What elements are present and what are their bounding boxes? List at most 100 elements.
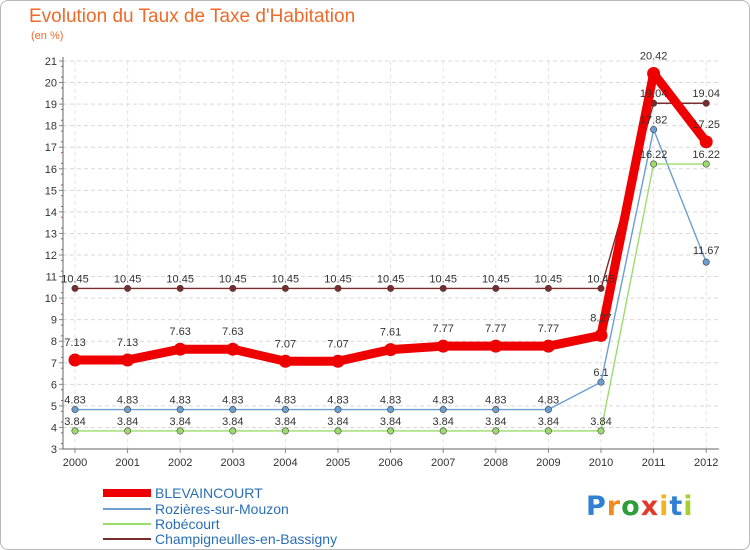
- data-label: 19.04: [640, 88, 668, 100]
- data-label: 10.45: [482, 273, 510, 285]
- data-point: [334, 427, 342, 435]
- x-tick-label: 2011: [642, 457, 666, 469]
- x-tick-label: 2002: [168, 457, 192, 469]
- data-label: 3.84: [275, 416, 296, 428]
- data-label: 7.77: [538, 323, 559, 335]
- data-label: 17.82: [640, 115, 668, 127]
- data-label: 7.13: [64, 337, 85, 349]
- data-point: [71, 284, 79, 292]
- data-point: [702, 258, 710, 266]
- y-tick-label: 10: [45, 293, 57, 305]
- data-label: 4.83: [117, 395, 138, 407]
- y-tick-label: 8: [51, 336, 57, 348]
- data-label: 7.63: [169, 326, 190, 338]
- data-point: [124, 406, 132, 414]
- data-label: 17.25: [692, 119, 720, 131]
- proxiti-logo: Proxiti: [586, 491, 694, 522]
- data-label: 19.04: [692, 88, 720, 100]
- data-point: [281, 427, 289, 435]
- x-tick-label: 2000: [63, 457, 87, 469]
- data-point: [176, 284, 184, 292]
- data-point: [597, 284, 605, 292]
- data-label: 10.45: [114, 273, 142, 285]
- data-point: [281, 406, 289, 414]
- y-tick-label: 16: [45, 164, 57, 176]
- x-tick-label: 2001: [115, 457, 139, 469]
- data-label: 10.45: [61, 273, 89, 285]
- y-tick-label: 19: [45, 99, 57, 111]
- y-tick-label: 20: [45, 78, 57, 90]
- data-point: [650, 160, 658, 168]
- data-point: [544, 427, 552, 435]
- data-point: [439, 406, 447, 414]
- data-label: 4.83: [275, 395, 296, 407]
- data-label: 3.84: [169, 416, 190, 428]
- data-label: 3.84: [117, 416, 138, 428]
- data-label: 4.83: [432, 395, 453, 407]
- data-label: 10.45: [587, 273, 615, 285]
- y-tick-label: 11: [46, 272, 57, 284]
- data-point: [229, 406, 237, 414]
- data-label: 7.07: [275, 338, 296, 350]
- data-label: 4.83: [538, 395, 559, 407]
- logo-letter: i: [683, 491, 694, 522]
- data-label: 11.67: [693, 245, 720, 257]
- y-tick-label: 5: [51, 401, 57, 413]
- data-point: [387, 284, 395, 292]
- data-label: 4.83: [222, 395, 243, 407]
- y-tick-label: 21: [45, 56, 57, 68]
- data-label: 10.45: [324, 273, 352, 285]
- data-point: [650, 126, 658, 134]
- logo-letter: P: [586, 491, 607, 522]
- data-label: 4.83: [380, 395, 401, 407]
- data-label: 4.83: [169, 395, 190, 407]
- y-tick-label: 3: [51, 444, 57, 456]
- y-tick-label: 9: [51, 315, 57, 327]
- data-label: 7.13: [117, 337, 138, 349]
- data-label: 3.84: [222, 416, 243, 428]
- legend-label: Robécourt: [155, 516, 220, 532]
- x-tick-label: 2006: [378, 457, 402, 469]
- data-label: 10.45: [166, 273, 194, 285]
- data-label: 7.07: [327, 338, 348, 350]
- data-label: 3.84: [538, 416, 559, 428]
- data-point: [702, 99, 710, 107]
- data-label: 7.77: [485, 323, 506, 335]
- data-point: [229, 284, 237, 292]
- data-label: 6.1: [593, 367, 608, 379]
- data-point: [71, 406, 79, 414]
- data-label: 3.84: [432, 416, 453, 428]
- data-point: [124, 427, 132, 435]
- data-label: 20.42: [640, 51, 668, 63]
- data-point: [544, 406, 552, 414]
- data-point: [544, 284, 552, 292]
- data-point: [176, 427, 184, 435]
- data-label: 7.77: [432, 323, 453, 335]
- y-tick-label: 12: [45, 250, 57, 262]
- data-point: [699, 135, 713, 149]
- data-label: 4.83: [64, 395, 85, 407]
- x-tick-label: 2008: [484, 457, 508, 469]
- data-point: [124, 284, 132, 292]
- data-label: 10.45: [535, 273, 563, 285]
- data-point: [492, 406, 500, 414]
- data-point: [594, 328, 608, 342]
- data-point: [439, 284, 447, 292]
- data-point: [597, 378, 605, 386]
- data-label: 8.27: [590, 312, 611, 324]
- data-label: 3.84: [590, 416, 611, 428]
- data-point: [492, 427, 500, 435]
- data-point: [489, 339, 503, 353]
- y-tick-label: 15: [45, 185, 57, 197]
- data-point: [387, 427, 395, 435]
- logo-letter: i: [659, 491, 670, 522]
- data-label: 10.45: [429, 273, 457, 285]
- data-label: 3.84: [380, 416, 401, 428]
- x-tick-label: 2005: [326, 457, 350, 469]
- data-label: 16.22: [640, 149, 668, 161]
- data-point: [334, 284, 342, 292]
- data-point: [436, 339, 450, 353]
- data-point: [597, 427, 605, 435]
